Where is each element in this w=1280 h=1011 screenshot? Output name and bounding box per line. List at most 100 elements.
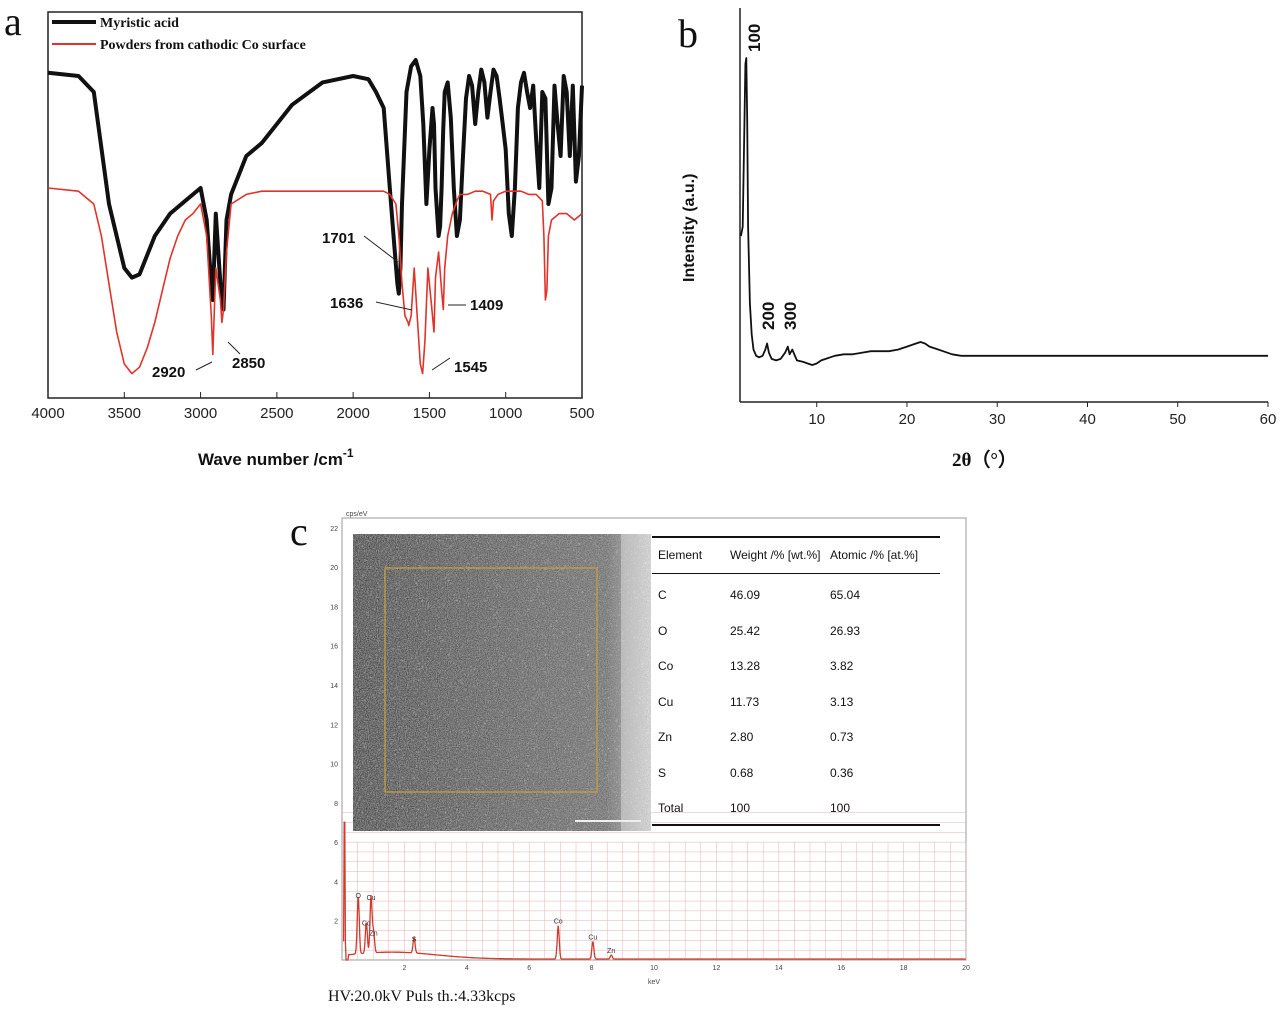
peak-label-300: 300: [781, 302, 800, 330]
cell-atomic: 3.82: [830, 659, 854, 673]
eds-x-tick-label: 12: [713, 965, 721, 972]
eds-x-axis-label: keV: [648, 979, 660, 986]
cell-weight: 25.42: [730, 623, 761, 638]
ftir-x-tick-label: 500: [569, 405, 594, 422]
cell-weight: 2.80: [730, 730, 754, 744]
ftir-x-tick-label: 3000: [184, 405, 217, 422]
arrow-1701: [363, 235, 399, 263]
annotation-1636: 1636: [330, 295, 363, 312]
peak-label-200: 200: [759, 302, 778, 330]
cell-weight: 100: [730, 801, 751, 815]
cell-weight: 0.68: [730, 765, 754, 780]
ftir-plot-frame: [47, 11, 583, 399]
cell-element: O: [658, 623, 668, 638]
xrd-chart: 10 20 30 40 50 60 Intensity (a.u.) 2θ（°） 100 …: [681, 8, 1276, 471]
table-row: O 25.42 26.93: [652, 624, 940, 644]
arrow-2920: [195, 361, 213, 371]
xrd-x-tick-label: 20: [899, 411, 916, 428]
eds-y-tick-label: 4: [334, 879, 338, 886]
eds-peak-label: Co: [362, 921, 371, 928]
cell-element: Cu: [658, 694, 674, 709]
sem-analysis-region: [384, 567, 598, 793]
cell-element: C: [658, 588, 667, 602]
header-atomic: Atomic /% [at.%]: [830, 548, 919, 562]
ftir-chart: 4000 3500 3000 2500 2000 1500 1000 500 Myristic…: [31, 11, 595, 469]
eds-peak-label: S: [412, 936, 417, 943]
eds-y-tick-label: 14: [330, 683, 338, 690]
eds-y-tick-label: 16: [330, 644, 338, 651]
eds-y-tick-label: 18: [330, 604, 338, 611]
eds-peak-label: Cu: [367, 895, 376, 902]
table-row: Cu 11.73 3.13: [652, 695, 940, 715]
ftir-x-axis-title: Wave number /cm-1: [198, 446, 354, 469]
ftir-series-group: [47, 58, 584, 375]
cell-atomic: 100: [830, 801, 851, 815]
xrd-x-axis-title: 2θ（°）: [952, 448, 1017, 471]
table-top-rule: [652, 536, 940, 538]
table-bottom-rule: [652, 824, 940, 826]
eds-x-tick-label: 4: [465, 965, 469, 972]
ftir-legend: Myristic acid Powders from cathodic Co s…: [52, 16, 306, 53]
eds-y-tick-label: 10: [330, 762, 338, 769]
xrd-series-line: [740, 57, 1268, 366]
ftir-x-tick-label: 2500: [260, 405, 293, 422]
cell-atomic: 65.04: [830, 588, 861, 602]
eds-peak-label: Zn: [607, 948, 615, 955]
eds-x-tick-label: 6: [527, 965, 531, 972]
eds-y-tick-label: 20: [330, 565, 338, 572]
eds-x-tick-label: 14: [775, 965, 783, 972]
cell-weight: 13.28: [730, 659, 761, 673]
cell-element: Co: [658, 659, 674, 673]
ftir-series-myristic-acid: [47, 58, 584, 312]
eds-y-tick-label: 22: [330, 526, 338, 533]
legend-label-powders: Powders from cathodic Co surface: [100, 38, 306, 53]
annotation-1409: 1409: [470, 297, 503, 314]
legend-label-myristic: Myristic acid: [100, 16, 179, 31]
cell-atomic: 3.13: [830, 694, 854, 709]
cell-atomic: 26.93: [830, 623, 861, 638]
xrd-x-tick-label: 10: [808, 411, 825, 428]
panel-a-letter: a: [4, 0, 22, 44]
ftir-annotations: 1701 1636 1409 2920 2850 1545: [152, 230, 503, 381]
header-weight: Weight /% [wt.%]: [730, 548, 821, 562]
arrow-1545: [431, 357, 451, 371]
table-row: Total 100 100: [652, 801, 940, 821]
sem-bright-edge: [621, 534, 651, 831]
xrd-x-tick-label: 30: [989, 411, 1006, 428]
ftir-x-tick-label: 1500: [413, 405, 446, 422]
annotation-1701: 1701: [322, 230, 355, 247]
xrd-x-ticks: 10 20 30 40 50 60: [808, 402, 1276, 428]
eds-y-tick-label: 2: [334, 919, 338, 926]
cell-atomic: 0.73: [830, 730, 854, 744]
table-header-row: Element Weight /% [wt.%] Atomic /% [at.%…: [652, 548, 940, 568]
cell-element: Zn: [658, 730, 673, 744]
header-element: Element: [658, 548, 703, 562]
cell-element: S: [658, 765, 667, 780]
ftir-x-tick-label: 2000: [336, 405, 369, 422]
ftir-x-ticks: 4000 3500 3000 2500 2000 1500 1000 500: [31, 392, 595, 422]
table-row: Zn 2.80 0.73: [652, 730, 940, 750]
table-row: Co 13.28 3.82: [652, 659, 940, 679]
xrd-x-tick-label: 50: [1169, 411, 1186, 428]
eds-x-tick-label: 10: [650, 965, 658, 972]
eds-y-tick-label: 8: [334, 801, 338, 808]
eds-peak-label: Co: [554, 919, 563, 926]
xrd-x-tick-label: 60: [1260, 411, 1277, 428]
ftir-x-tick-label: 1000: [489, 405, 522, 422]
eds-peak-labels: O Co Cu Zn S Co Cu Zn: [355, 893, 615, 955]
eds-x-tick-label: 2: [402, 965, 406, 972]
eds-y-tick-label: 6: [334, 840, 338, 847]
eds-spectrum-line: [342, 821, 966, 961]
xrd-series-group: [740, 57, 1268, 366]
ftir-x-tick-label: 4000: [31, 405, 64, 422]
xrd-x-tick-label: 40: [1079, 411, 1096, 428]
eds-x-tick-label: 18: [900, 965, 908, 972]
cell-atomic: 0.36: [830, 765, 854, 780]
arrow-1636: [375, 301, 413, 311]
eds-instrument-caption: HV:20.0kV Puls th.:4.33kcps: [328, 988, 516, 1005]
annotation-1545: 1545: [454, 359, 487, 376]
annotation-2920: 2920: [152, 364, 185, 381]
eds-y-tick-label: 12: [330, 722, 338, 729]
